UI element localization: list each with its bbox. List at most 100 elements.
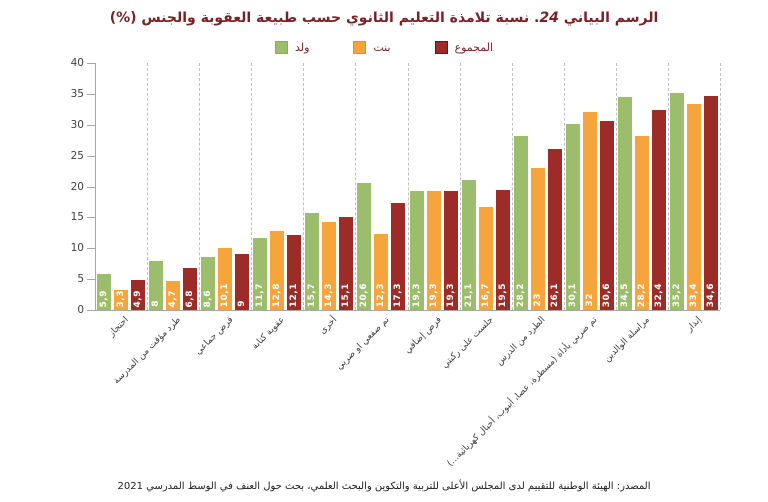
bar-ولد-0: 5,9 xyxy=(97,273,112,310)
group-separator-line xyxy=(459,63,461,310)
bar-value-label: 33,4 xyxy=(688,282,699,307)
group-separator-line xyxy=(720,63,721,310)
group-separator-line xyxy=(199,63,201,310)
group-separator-line xyxy=(615,63,617,310)
bar-value-label: 19,3 xyxy=(411,282,422,307)
bar-value-label: 12,8 xyxy=(272,282,283,307)
bar-value-label: 19,3 xyxy=(445,282,456,307)
bar-value-label: 35,2 xyxy=(671,282,682,307)
chart-legend: ولد بنت المجموع xyxy=(0,41,768,54)
bar-ولد-5: 20,6 xyxy=(357,182,372,310)
y-tick-label: 5 xyxy=(77,273,84,286)
x-category-label: عقوبة كتابة xyxy=(250,315,288,352)
bar-ولد-7: 21,1 xyxy=(461,179,476,310)
bar-value-label: 15,1 xyxy=(341,282,352,307)
bar-value-label: 12,3 xyxy=(376,282,387,307)
bar-بنت-7: 16,7 xyxy=(478,206,493,310)
group-separator-line xyxy=(147,63,149,310)
bar-value-label: 32 xyxy=(584,293,595,307)
y-tick-mark xyxy=(87,310,96,311)
bar-value-label: 30,1 xyxy=(567,282,578,307)
bar-value-label: 15,7 xyxy=(307,282,318,307)
y-tick-label: 0 xyxy=(77,304,84,316)
bar-المجموع-7: 19,5 xyxy=(495,189,510,310)
bar-value-label: 30,6 xyxy=(601,282,612,307)
bar-value-label: 20,6 xyxy=(359,282,370,307)
bar-المجموع-2: 9 xyxy=(235,254,250,310)
bar-value-label: 34,6 xyxy=(705,282,716,307)
y-tick-label: 35 xyxy=(70,87,84,100)
y-tick-label: 15 xyxy=(70,211,84,224)
x-category-label: مراسلة الوالدين xyxy=(602,315,652,365)
bar-value-label: 32,4 xyxy=(653,282,664,307)
group-separator-line xyxy=(407,63,409,310)
x-category-label: أخرى xyxy=(318,315,340,337)
bar-بنت-10: 28,2 xyxy=(634,135,649,310)
bar-ولد-3: 11,7 xyxy=(253,237,268,310)
chart-title-rest: . نسبة تلامذة التعليم الثانوي حسب طبيعة … xyxy=(109,10,540,26)
bar-المجموع-11: 34,6 xyxy=(703,96,718,310)
bar-المجموع-9: 30,6 xyxy=(599,121,614,310)
legend-label-boy: ولد xyxy=(294,41,310,54)
bar-ولد-6: 19,3 xyxy=(409,190,424,310)
chart-title: الرسم البياني 24. نسبة تلامذة التعليم ال… xyxy=(0,10,768,26)
y-tick-mark xyxy=(87,279,96,281)
bar-value-label: 11,7 xyxy=(255,282,266,307)
boy-color-swatch xyxy=(274,41,288,54)
bar-بنت-6: 19,3 xyxy=(426,190,441,310)
bar-المجموع-8: 26,1 xyxy=(547,148,562,310)
total-color-swatch xyxy=(434,41,448,54)
x-category-label: احتجاز xyxy=(107,315,132,339)
bar-بنت-11: 33,4 xyxy=(686,103,701,310)
bar-value-label: 9 xyxy=(237,300,248,307)
bar-value-label: 28,2 xyxy=(636,282,647,307)
x-category-label: فرض جماعي xyxy=(193,315,236,357)
x-category-label: إنذار xyxy=(685,315,705,334)
bar-value-label: 19,5 xyxy=(497,282,508,307)
x-category-label: تم صفعي او ضربي xyxy=(334,315,392,372)
legend-item-total: المجموع xyxy=(434,41,494,54)
y-tick-label: 30 xyxy=(70,118,84,131)
y-tick-mark xyxy=(87,155,96,157)
y-tick-mark xyxy=(87,63,96,64)
bar-value-label: 8 xyxy=(151,300,162,307)
bar-المجموع-10: 32,4 xyxy=(651,109,666,310)
bar-المجموع-3: 12,1 xyxy=(287,235,302,310)
bar-value-label: 3,3 xyxy=(116,289,127,307)
bar-ولد-4: 15,7 xyxy=(305,213,320,310)
bar-ولد-10: 34,5 xyxy=(617,96,632,310)
bar-بنت-3: 12,8 xyxy=(270,230,285,310)
y-tick-label: 10 xyxy=(70,242,84,255)
group-separator-line xyxy=(563,63,565,310)
chart-title-text: الرسم البياني xyxy=(563,10,659,26)
legend-item-boy: ولد xyxy=(274,41,310,54)
girl-color-swatch xyxy=(353,41,367,54)
group-separator-line xyxy=(251,63,253,310)
bar-ولد-2: 8,6 xyxy=(201,256,216,310)
bar-المجموع-6: 19,3 xyxy=(443,190,458,310)
x-axis-line xyxy=(87,310,720,311)
bar-value-label: 4,7 xyxy=(168,289,179,307)
x-category-label: الطرد من الدرس xyxy=(495,315,548,368)
y-tick-mark xyxy=(87,186,96,188)
bar-بنت-2: 10,1 xyxy=(218,247,233,310)
y-tick-mark xyxy=(87,93,96,95)
group-separator-line xyxy=(667,63,669,310)
bar-ولد-11: 35,2 xyxy=(669,92,684,310)
bar-value-label: 23 xyxy=(532,293,543,307)
bar-value-label: 21,1 xyxy=(463,282,474,307)
legend-item-girl: بنت xyxy=(353,41,391,54)
bar-ولد-9: 30,1 xyxy=(565,124,580,310)
bar-بنت-0: 3,3 xyxy=(114,289,129,310)
bar-المجموع-0: 4,9 xyxy=(131,279,146,310)
bar-value-label: 28,2 xyxy=(515,282,526,307)
bar-بنت-5: 12,3 xyxy=(374,234,389,310)
bar-value-label: 6,8 xyxy=(185,289,196,307)
bar-value-label: 5,9 xyxy=(99,289,110,307)
x-category-label: فرض إضافي xyxy=(402,315,444,356)
bar-ولد-8: 28,2 xyxy=(513,135,528,310)
x-category-label: جلست على ركبتي xyxy=(440,315,496,371)
legend-label-total: المجموع xyxy=(454,41,494,54)
